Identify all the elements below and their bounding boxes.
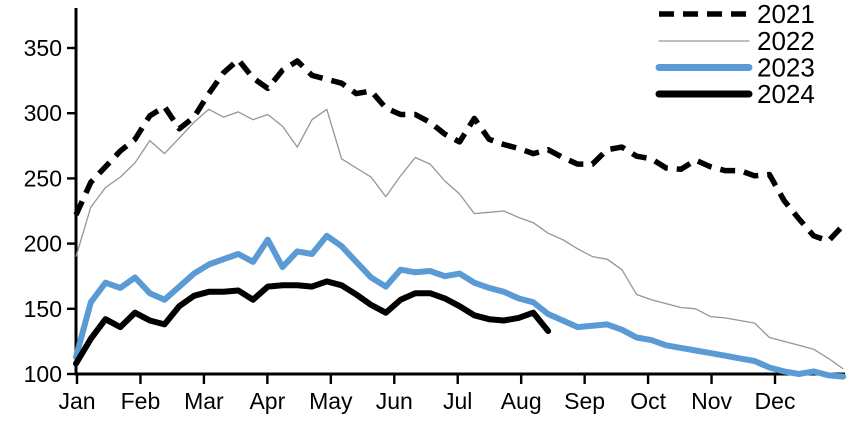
x-tick-label: Dec <box>755 388 796 414</box>
x-tick-label: Jun <box>376 388 413 414</box>
x-tick-label: Mar <box>184 388 224 414</box>
series-2021-line <box>73 56 846 244</box>
legend-label-2024: 2024 <box>757 79 815 109</box>
series-2022-line <box>75 108 844 370</box>
x-tick-label: Jul <box>443 388 472 414</box>
legend-label-2021: 2021 <box>757 0 815 29</box>
legend-label-2022: 2022 <box>757 26 815 56</box>
x-tick-label: Apr <box>249 388 285 414</box>
y-tick-label: 100 <box>24 361 62 387</box>
y-tick-label: 150 <box>24 296 62 322</box>
x-tick-label: Sep <box>564 388 605 414</box>
series-2024-line <box>73 278 552 367</box>
x-tick-label: Nov <box>691 388 732 414</box>
x-tick-label: Jan <box>58 388 95 414</box>
x-tick-label: Aug <box>501 388 542 414</box>
y-tick-label: 350 <box>24 35 62 61</box>
legend-label-2023: 2023 <box>757 53 815 83</box>
x-tick-label: Feb <box>121 388 161 414</box>
x-tick-label: Oct <box>630 388 666 414</box>
y-tick-label: 200 <box>24 231 62 257</box>
y-tick-label: 250 <box>24 165 62 191</box>
x-tick-label: May <box>309 388 353 414</box>
series-2023-line <box>73 232 847 380</box>
y-tick-label: 300 <box>24 100 62 126</box>
